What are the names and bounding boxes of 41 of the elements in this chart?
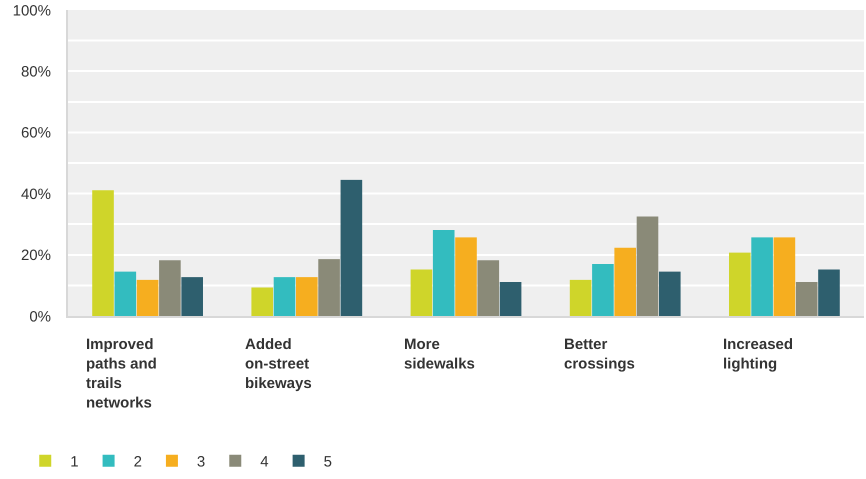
bar — [570, 280, 592, 316]
bar — [181, 277, 203, 316]
y-tick-label: 40% — [20, 186, 51, 203]
x-tick-label: Added on-street bikeways — [245, 336, 312, 392]
bar — [159, 260, 181, 316]
x-tick-label: More sidewalks — [404, 336, 475, 372]
bar — [614, 248, 636, 316]
bar — [296, 277, 318, 316]
bar — [410, 269, 432, 316]
legend-label: 4 — [260, 454, 269, 471]
bar — [636, 216, 658, 316]
bar — [818, 269, 840, 316]
x-tick-label: Increased lighting — [723, 336, 794, 372]
bar — [796, 282, 818, 316]
bar — [477, 260, 500, 316]
bar — [658, 272, 681, 316]
bar — [455, 237, 477, 316]
y-tick-label: 100% — [12, 2, 51, 20]
bar — [432, 230, 455, 316]
bar — [114, 272, 136, 316]
bar — [592, 264, 614, 316]
x-tick-label: Improved paths and trails networks — [86, 336, 157, 412]
bar — [774, 237, 796, 316]
legend-label: 3 — [196, 454, 206, 471]
y-tick-label: 60% — [20, 124, 51, 142]
bar — [274, 277, 296, 316]
x-tick-label: Better crossings — [564, 336, 635, 372]
bar — [251, 288, 274, 316]
bar — [340, 180, 362, 316]
bar — [751, 237, 773, 316]
legend-label: 5 — [324, 454, 332, 471]
y-tick-label: 0% — [29, 308, 51, 326]
bar — [92, 190, 114, 316]
bar — [136, 280, 158, 316]
y-tick-label: 80% — [20, 63, 51, 80]
bar — [318, 259, 340, 316]
bar — [500, 282, 522, 316]
legend-label: 2 — [134, 454, 142, 471]
bar — [729, 252, 751, 316]
legend-label: 1 — [70, 454, 79, 471]
y-tick-label: 20% — [20, 247, 51, 264]
